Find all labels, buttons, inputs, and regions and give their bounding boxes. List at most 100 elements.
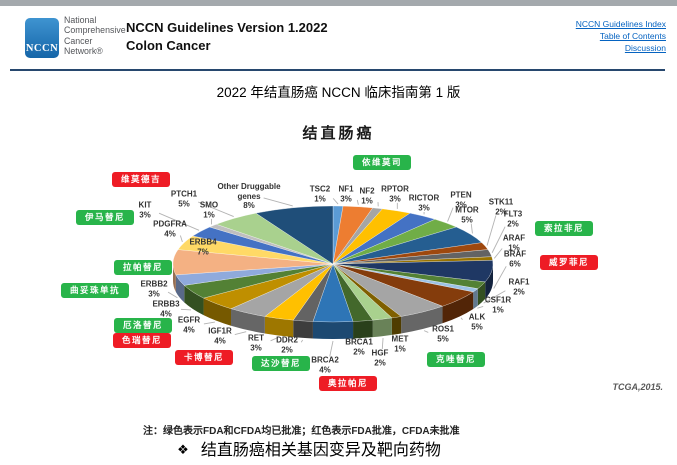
gene-label-MET: MET 1% bbox=[391, 334, 409, 354]
pie-slice-side-HGF bbox=[372, 317, 392, 338]
leader-line-MET bbox=[395, 335, 398, 337]
leader-line-DDR2 bbox=[300, 339, 304, 343]
gene-label-IGF1R: IGF1R 4% bbox=[208, 326, 232, 346]
pie-slice-side-DDR2 bbox=[293, 320, 313, 339]
drug-label-达沙替尼: 达沙替尼 bbox=[252, 356, 311, 371]
org-name: National Comprehensive Cancer Network® bbox=[64, 15, 126, 57]
link-table-of-contents[interactable]: Table of Contents bbox=[599, 31, 666, 41]
leader-line-ARAF bbox=[493, 248, 503, 259]
chart-title: 结直肠癌 bbox=[302, 125, 375, 142]
drug-label-克唑替尼: 克唑替尼 bbox=[427, 352, 486, 367]
pie-slice-side-BRCA1 bbox=[353, 320, 373, 339]
gene-label-STK11: STK11 2% bbox=[488, 197, 514, 217]
pie-slice-side-IGF1R bbox=[231, 308, 265, 334]
leader-line-TSC2 bbox=[332, 198, 339, 205]
drug-label-卡博替尼: 卡博替尼 bbox=[175, 350, 234, 365]
pie-slice-side-MET bbox=[391, 316, 402, 335]
gene-label-ERBB2: ERBB2 3% bbox=[140, 279, 168, 299]
drug-label-伊马替尼: 伊马替尼 bbox=[76, 210, 135, 225]
leader-line-RET bbox=[270, 337, 279, 342]
leader-line-STK11 bbox=[486, 215, 497, 246]
header-divider bbox=[10, 69, 665, 71]
drug-label-曲妥珠单抗: 曲妥珠单抗 bbox=[61, 283, 130, 298]
drug-label-索拉非尼: 索拉非尼 bbox=[535, 221, 594, 236]
diamond-bullet-icon: ❖ bbox=[177, 442, 189, 457]
gene-label-ARAF: ARAF 1% bbox=[502, 233, 526, 253]
gene-label-RPTOR: RPTOR 3% bbox=[381, 184, 409, 204]
drug-label-依维莫司: 依维莫司 bbox=[353, 155, 412, 170]
leader-line-RAF1 bbox=[483, 290, 506, 304]
leader-line-PTEN bbox=[447, 207, 454, 222]
gene-label-RET: RET 3% bbox=[248, 333, 264, 353]
gene-label-KIT: KIT 3% bbox=[138, 200, 152, 220]
pie-slice-side-CSF1R bbox=[473, 288, 478, 309]
pie-slice-side-RET bbox=[264, 316, 294, 338]
page-title: 2022 年结直肠癌 NCCN 临床指南第 1 版 bbox=[216, 85, 461, 100]
drug-label-厄洛替尼: 厄洛替尼 bbox=[114, 318, 173, 333]
gene-label-BRAF: BRAF 6% bbox=[503, 249, 527, 269]
leader-line-PTCH1 bbox=[197, 201, 234, 218]
leader-line-ROS1 bbox=[423, 330, 429, 333]
nccn-header: NCCN National Comprehensive Cancer Netwo… bbox=[0, 6, 677, 72]
gene-label-TSC2: TSC2 1% bbox=[309, 184, 331, 204]
gene-label-PTCH1: PTCH1 5% bbox=[170, 189, 198, 209]
gene-label-ERBB3: ERBB3 4% bbox=[152, 299, 180, 319]
chart-source: TCGA,2015. bbox=[612, 382, 663, 392]
guideline-subtitle: Colon Cancer bbox=[126, 38, 211, 53]
leader-line-NF1 bbox=[356, 199, 359, 205]
drug-label-奥拉帕尼: 奥拉帕尼 bbox=[319, 376, 378, 391]
header-links: NCCN Guidelines Index Table of Contents … bbox=[576, 18, 666, 54]
link-discussion[interactable]: Discussion bbox=[624, 43, 666, 53]
gene-label-DDR2: DDR2 2% bbox=[276, 335, 298, 355]
leader-line-ERBB2 bbox=[167, 291, 178, 299]
pie-slice-side-ROS1 bbox=[401, 306, 443, 334]
pie-slice-side-EGFR bbox=[203, 298, 232, 326]
gene-label-Other Druggable genes: Other Druggable genes 8% bbox=[217, 181, 281, 210]
pie-slice-side-RAF1 bbox=[477, 281, 486, 306]
gene-label-PDGFRA: PDGFRA 4% bbox=[153, 219, 187, 239]
pie-slice-side-ERBB2 bbox=[175, 274, 185, 303]
legend-note: 注：绿色表示FDA和CFDA均已批准；红色表示FDA批准，CFDA未批准 bbox=[143, 426, 460, 437]
nccn-logo: NCCN bbox=[25, 18, 59, 58]
drug-label-色瑞替尼: 色瑞替尼 bbox=[113, 333, 172, 348]
gene-label-BRCA1: BRCA1 2% bbox=[345, 337, 373, 357]
pie-slice-Other Druggable genes bbox=[255, 205, 334, 265]
leader-line-FLT3 bbox=[491, 226, 506, 253]
gene-label-NF1: NF1 3% bbox=[338, 184, 354, 204]
pie-slice-side-ALK bbox=[442, 291, 474, 324]
org-name-line: Network® bbox=[64, 46, 103, 57]
leader-line-BRCA2 bbox=[329, 340, 334, 357]
pie-slice-side-ERBB4 bbox=[173, 264, 176, 292]
gene-label-CSF1R: CSF1R 1% bbox=[484, 295, 512, 315]
nccn-logo-text: NCCN bbox=[25, 43, 59, 54]
leader-line-IGF1R bbox=[234, 331, 247, 335]
gene-label-HGF: HGF 2% bbox=[371, 348, 389, 368]
gene-label-ERBB4: ERBB4 7% bbox=[189, 237, 217, 257]
guideline-title-block: NCCN Guidelines Version 1.2022 Colon Can… bbox=[126, 19, 328, 55]
drug-label-威罗菲尼: 威罗菲尼 bbox=[540, 255, 599, 270]
leader-line-CSF1R bbox=[477, 305, 484, 309]
link-guidelines-index[interactable]: NCCN Guidelines Index bbox=[575, 19, 666, 29]
gene-label-RAF1: RAF1 2% bbox=[508, 277, 530, 297]
org-name-line: Cancer bbox=[64, 35, 93, 46]
org-name-line: Comprehensive bbox=[64, 25, 126, 36]
gene-label-PTEN: PTEN 3% bbox=[450, 190, 472, 210]
guideline-title: NCCN Guidelines Version 1.2022 bbox=[126, 20, 328, 35]
pie-slice-side-ERBB3 bbox=[184, 285, 204, 316]
org-name-line: National bbox=[64, 15, 97, 25]
leader-line-PDGFRA bbox=[179, 235, 183, 243]
leader-line-KIT bbox=[158, 212, 200, 231]
gene-label-ALK: ALK 5% bbox=[468, 312, 486, 332]
gene-label-ROS1: ROS1 5% bbox=[432, 324, 454, 344]
gene-label-SMO: SMO 1% bbox=[199, 200, 219, 220]
gene-label-MTOR: MTOR 5% bbox=[455, 205, 479, 225]
figure-caption: ❖ 结直肠癌相关基因变异及靶向药物 bbox=[0, 436, 677, 460]
leader-line-ERBB3 bbox=[180, 308, 192, 311]
gene-label-BRCA2: BRCA2 4% bbox=[311, 355, 339, 375]
leader-line-HGF bbox=[381, 338, 384, 350]
window-top-strip bbox=[0, 0, 677, 6]
gene-label-FLT3: FLT3 2% bbox=[503, 209, 523, 229]
leader-line-EGFR bbox=[203, 321, 215, 325]
